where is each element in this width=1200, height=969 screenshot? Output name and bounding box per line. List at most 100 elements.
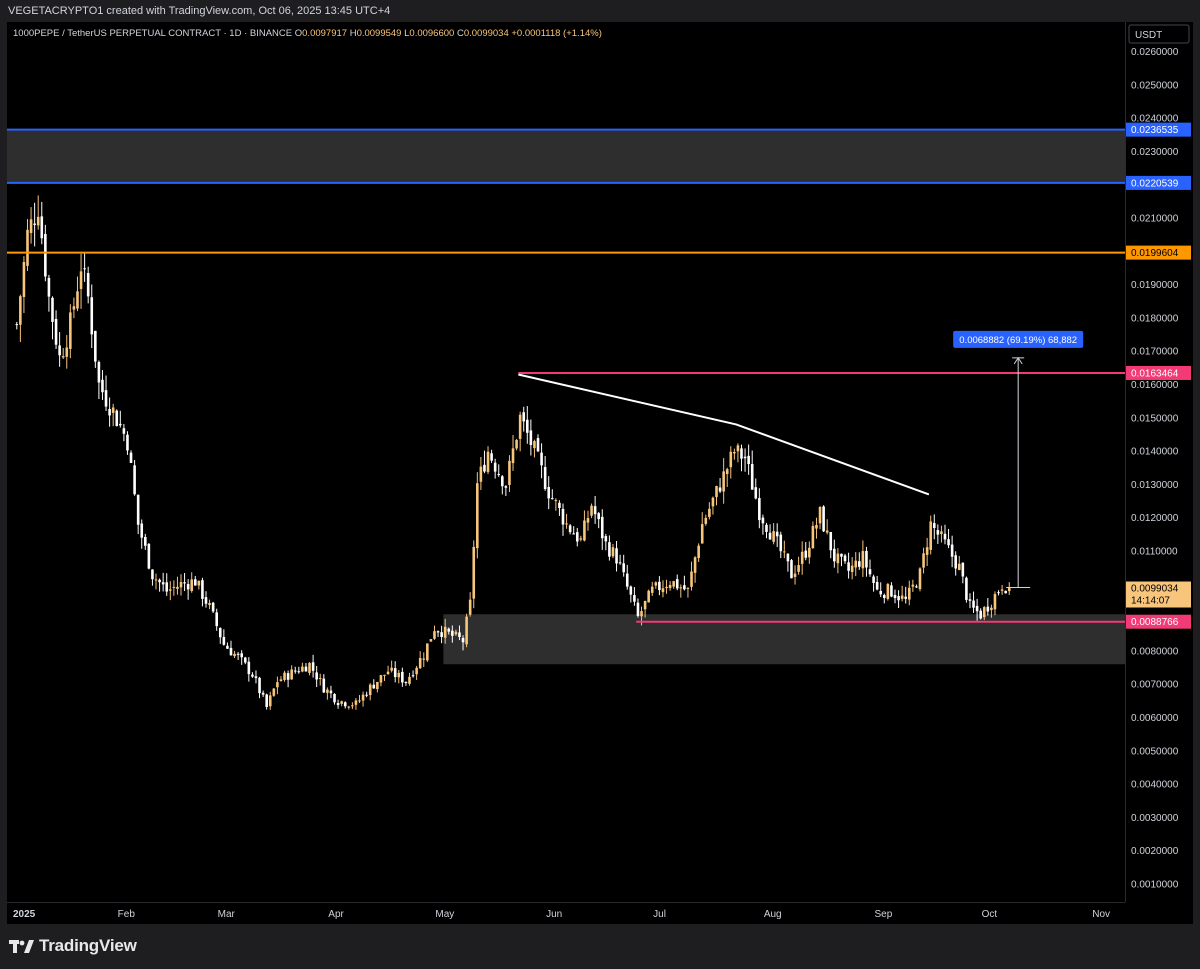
candle-body bbox=[315, 672, 318, 680]
candle-body bbox=[775, 531, 779, 537]
candle-body bbox=[236, 653, 240, 655]
candle-body bbox=[818, 507, 822, 524]
y-tick-label: 0.0160000 bbox=[1131, 380, 1179, 391]
attribution-text: VEGETACRYPTO1 created with TradingView.c… bbox=[8, 5, 391, 17]
candle-body bbox=[326, 689, 329, 693]
candle-body bbox=[218, 627, 222, 638]
candle-body bbox=[718, 487, 722, 492]
candle-body bbox=[943, 533, 947, 540]
candle-body bbox=[561, 508, 565, 525]
ohlc-legend[interactable]: 1000PEPE / TetherUS PERPETUAL CONTRACT ·… bbox=[13, 28, 602, 39]
candle-body bbox=[104, 390, 108, 407]
candle-body bbox=[347, 706, 351, 708]
candle-body bbox=[90, 297, 94, 335]
candle-body bbox=[704, 517, 708, 524]
candle-body bbox=[583, 520, 586, 541]
candle-body bbox=[622, 563, 625, 573]
candle-body bbox=[501, 476, 504, 487]
candle-body bbox=[750, 463, 754, 490]
last-price-label: 0.0099034 bbox=[1131, 584, 1179, 595]
candle-body bbox=[472, 546, 476, 599]
x-tick-label: Nov bbox=[1092, 909, 1110, 920]
candle-body bbox=[833, 548, 836, 562]
legend-o-value: 0.0097917 bbox=[302, 28, 350, 39]
candle-body bbox=[1007, 587, 1011, 592]
level-price-tag bbox=[1126, 122, 1191, 137]
candle-body bbox=[940, 531, 943, 535]
candle-body bbox=[547, 487, 551, 499]
legend-c-label: C bbox=[457, 28, 464, 39]
candle-body bbox=[693, 557, 697, 573]
candle-body bbox=[854, 560, 858, 568]
candle-body bbox=[72, 306, 76, 310]
candle-body bbox=[847, 562, 850, 571]
descending-trendline[interactable] bbox=[518, 373, 930, 496]
legend-change: +0.0001118 (+1.14%) bbox=[511, 28, 602, 39]
candle-body bbox=[697, 545, 700, 559]
candle-body bbox=[468, 599, 472, 615]
axis-corner bbox=[1125, 902, 1193, 924]
candle-body bbox=[511, 448, 515, 464]
candle-body bbox=[711, 497, 715, 507]
candle-body bbox=[340, 701, 343, 704]
candle-body bbox=[733, 451, 736, 454]
candle-body bbox=[58, 345, 61, 356]
candle-body bbox=[454, 631, 458, 635]
candle-body bbox=[361, 694, 365, 701]
candle-body bbox=[822, 506, 825, 532]
candle-body bbox=[575, 532, 579, 542]
candle-body bbox=[593, 506, 597, 515]
candle-body bbox=[65, 347, 69, 357]
candle-body bbox=[804, 550, 808, 558]
candle-body bbox=[700, 524, 704, 544]
candle-body bbox=[47, 277, 51, 297]
candle-body bbox=[297, 671, 301, 673]
candle-body bbox=[618, 562, 622, 564]
currency-selector[interactable] bbox=[1128, 24, 1190, 44]
level-price-label: 0.0199604 bbox=[1131, 248, 1179, 259]
candle-body bbox=[336, 703, 340, 706]
candle-body bbox=[393, 668, 397, 678]
price-zone-1[interactable] bbox=[7, 129, 1125, 183]
legend-l-label: L bbox=[404, 28, 409, 39]
candle-body bbox=[147, 543, 151, 569]
candle-body bbox=[261, 692, 265, 695]
candle-body bbox=[476, 483, 479, 549]
candle-body bbox=[975, 605, 979, 612]
candle-body bbox=[61, 356, 65, 358]
candle-body bbox=[144, 536, 147, 546]
chart-frame[interactable]: 0.0068882 (69.19%) 68,882 USDT 0.0260000 0.… bbox=[7, 22, 1193, 924]
candle-body bbox=[675, 579, 679, 589]
candle-body bbox=[915, 586, 918, 588]
candle-body bbox=[379, 675, 383, 683]
candle-body bbox=[858, 561, 861, 567]
candle-body bbox=[515, 439, 518, 449]
candle-body bbox=[233, 653, 236, 657]
candle-body bbox=[422, 658, 426, 660]
y-tick-label: 0.0060000 bbox=[1131, 713, 1179, 724]
candle-body bbox=[119, 423, 122, 426]
candle-body bbox=[783, 551, 786, 553]
candle-body bbox=[950, 544, 954, 557]
candle-body bbox=[725, 469, 729, 475]
price-chart[interactable]: 0.0068882 (69.19%) 68,882 USDT 0.0260000 0.… bbox=[7, 22, 1193, 924]
candle-body bbox=[658, 581, 661, 591]
x-tick-label: Jul bbox=[653, 909, 666, 920]
tradingview-logo[interactable]: TradingView bbox=[9, 936, 137, 956]
candle-body bbox=[779, 534, 783, 552]
candle-body bbox=[929, 521, 933, 550]
candle-body bbox=[493, 462, 497, 472]
legend-h-label: H bbox=[350, 28, 357, 39]
candle-body bbox=[240, 653, 243, 658]
level-price-label: 0.0088766 bbox=[1131, 617, 1179, 628]
bar-countdown-label: 14:14:07 bbox=[1131, 596, 1170, 607]
legend-c-value: 0.0099034 bbox=[464, 28, 512, 39]
candle-body bbox=[611, 547, 615, 557]
x-tick-label: Oct bbox=[982, 909, 998, 920]
time-axis[interactable] bbox=[7, 902, 1193, 924]
candle-body bbox=[229, 647, 233, 656]
candle-body bbox=[568, 525, 572, 533]
price-axis[interactable] bbox=[1125, 22, 1193, 924]
y-tick-label: 0.0210000 bbox=[1131, 214, 1179, 225]
candle-body bbox=[829, 531, 833, 551]
